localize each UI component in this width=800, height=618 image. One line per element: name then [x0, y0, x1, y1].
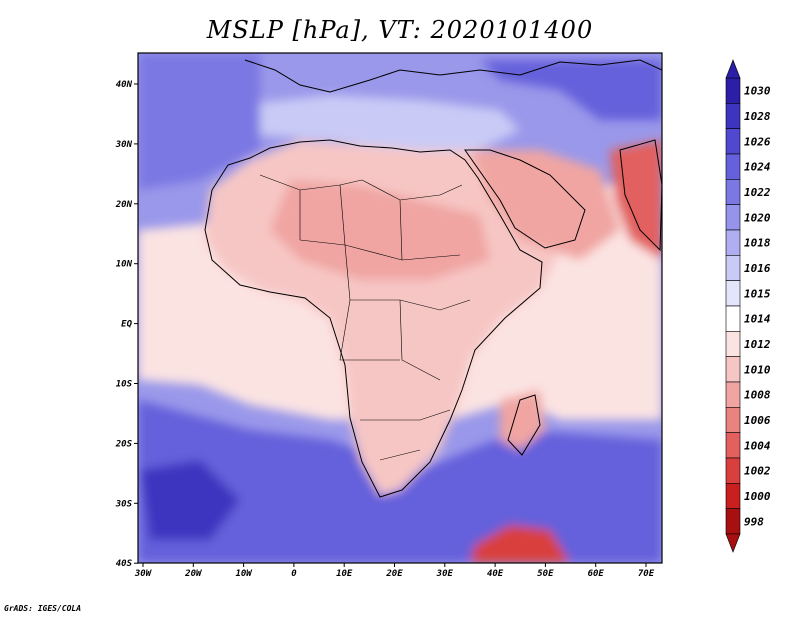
lat-tick-label: 30S	[115, 499, 133, 509]
latitude-axis: 40N 30N 20N 10N EQ 10S 20S 30S 40S	[115, 80, 138, 569]
colorbar-label: 998	[744, 515, 764, 528]
colorbar-label: 1022	[744, 186, 771, 199]
madagascar-coastline	[507, 394, 541, 456]
lon-tick-label: 20W	[184, 569, 203, 579]
lon-tick-label: 60E	[588, 569, 605, 579]
lon-tick-label: 40E	[487, 569, 504, 579]
lat-tick-label: 20S	[115, 439, 133, 449]
mediterranean-field	[240, 95, 520, 150]
colorbar-swatch	[725, 407, 741, 433]
pressure-field	[138, 53, 662, 563]
colorbar-swatch	[725, 103, 741, 129]
colorbar-swatch	[725, 77, 741, 104]
colorbar-label: 1014	[744, 313, 771, 326]
colorbar-label: 1018	[744, 237, 771, 250]
colorbar-label: 1020	[744, 211, 771, 224]
colorbar-label: 1008	[744, 389, 771, 402]
colorbar-swatch	[725, 457, 741, 484]
country-borders	[259, 174, 471, 461]
lon-tick-label: 50E	[537, 569, 554, 579]
lat-tick-label: 20N	[115, 200, 133, 210]
colorbar-label: 1012	[744, 338, 771, 351]
colorbar-label: 1028	[744, 110, 771, 123]
colorbar-swatch	[725, 280, 741, 307]
sahara-low	[270, 180, 490, 280]
lat-tick-label: EQ	[121, 320, 132, 330]
colorbar-label: 1015	[744, 287, 771, 300]
colorbar-label: 1026	[744, 135, 771, 148]
colorbar-label: 1010	[744, 363, 771, 376]
colorbar-label: 1002	[744, 465, 771, 478]
colorbar-label: 1004	[744, 439, 771, 452]
colorbar-top-arrow	[725, 59, 741, 79]
colorbar-label: 1016	[744, 262, 771, 275]
arabia-coastline	[464, 149, 586, 249]
europe-coastline	[244, 59, 662, 93]
lon-tick-label: 0	[291, 569, 297, 579]
colorbar-swatch	[725, 179, 741, 205]
colorbar-swatch	[725, 508, 741, 535]
lat-tick-label: 30N	[115, 140, 133, 150]
colorbar-swatch	[725, 305, 741, 332]
north-atlantic-high-field	[138, 53, 260, 190]
colorbar-swatch	[725, 432, 741, 459]
credit-text: GrADS: IGES/COLA	[4, 604, 82, 613]
india-coastline	[619, 139, 662, 252]
colorbar-swatch	[725, 483, 741, 509]
lat-tick-label: 40S	[116, 559, 133, 569]
lon-tick-label: 20E	[385, 569, 403, 579]
colorbar-label: 1024	[744, 161, 771, 174]
colorbar-swatch	[725, 331, 741, 357]
lon-tick-label: 30E	[436, 569, 454, 579]
colorbar-label: 1030	[744, 85, 771, 98]
india-low	[610, 140, 662, 260]
colorbar-swatch	[725, 381, 741, 408]
south-atlantic-high	[140, 460, 240, 540]
colorbar-bottom-arrow	[725, 533, 741, 553]
longitude-axis: 30W 20W 10W 0 10E 20E 30E 40E 50E 60E 70E	[134, 563, 655, 579]
map-title: MSLP [hPa], VT: 2020101400	[206, 16, 594, 44]
lon-tick-label: 10E	[336, 569, 353, 579]
colorbar-swatch	[725, 255, 741, 281]
colorbar-swatch	[725, 128, 741, 155]
asia-high-field	[480, 60, 662, 120]
lat-tick-label: 40N	[116, 80, 133, 90]
lat-tick-label: 10N	[116, 260, 133, 270]
southern-ocean-low	[470, 525, 570, 563]
lon-tick-label: 30W	[134, 569, 153, 579]
colorbar-swatch	[725, 204, 741, 231]
colorbar-label: 1006	[744, 414, 771, 427]
colorbar-label: 1000	[744, 490, 771, 503]
plot-frame	[137, 52, 663, 564]
colorbar: 1030 1028 1026 1024 1022 1020 1018 1016 1015 1014…	[725, 59, 771, 553]
colorbar-swatch	[725, 356, 741, 383]
colorbar-swatch	[725, 153, 741, 180]
lon-tick-label: 70E	[638, 569, 655, 579]
lat-tick-label: 10S	[116, 380, 133, 390]
arabia-low	[470, 150, 620, 260]
africa-coastline	[204, 139, 543, 498]
lon-tick-label: 10W	[235, 569, 253, 579]
colorbar-swatch	[725, 229, 741, 256]
